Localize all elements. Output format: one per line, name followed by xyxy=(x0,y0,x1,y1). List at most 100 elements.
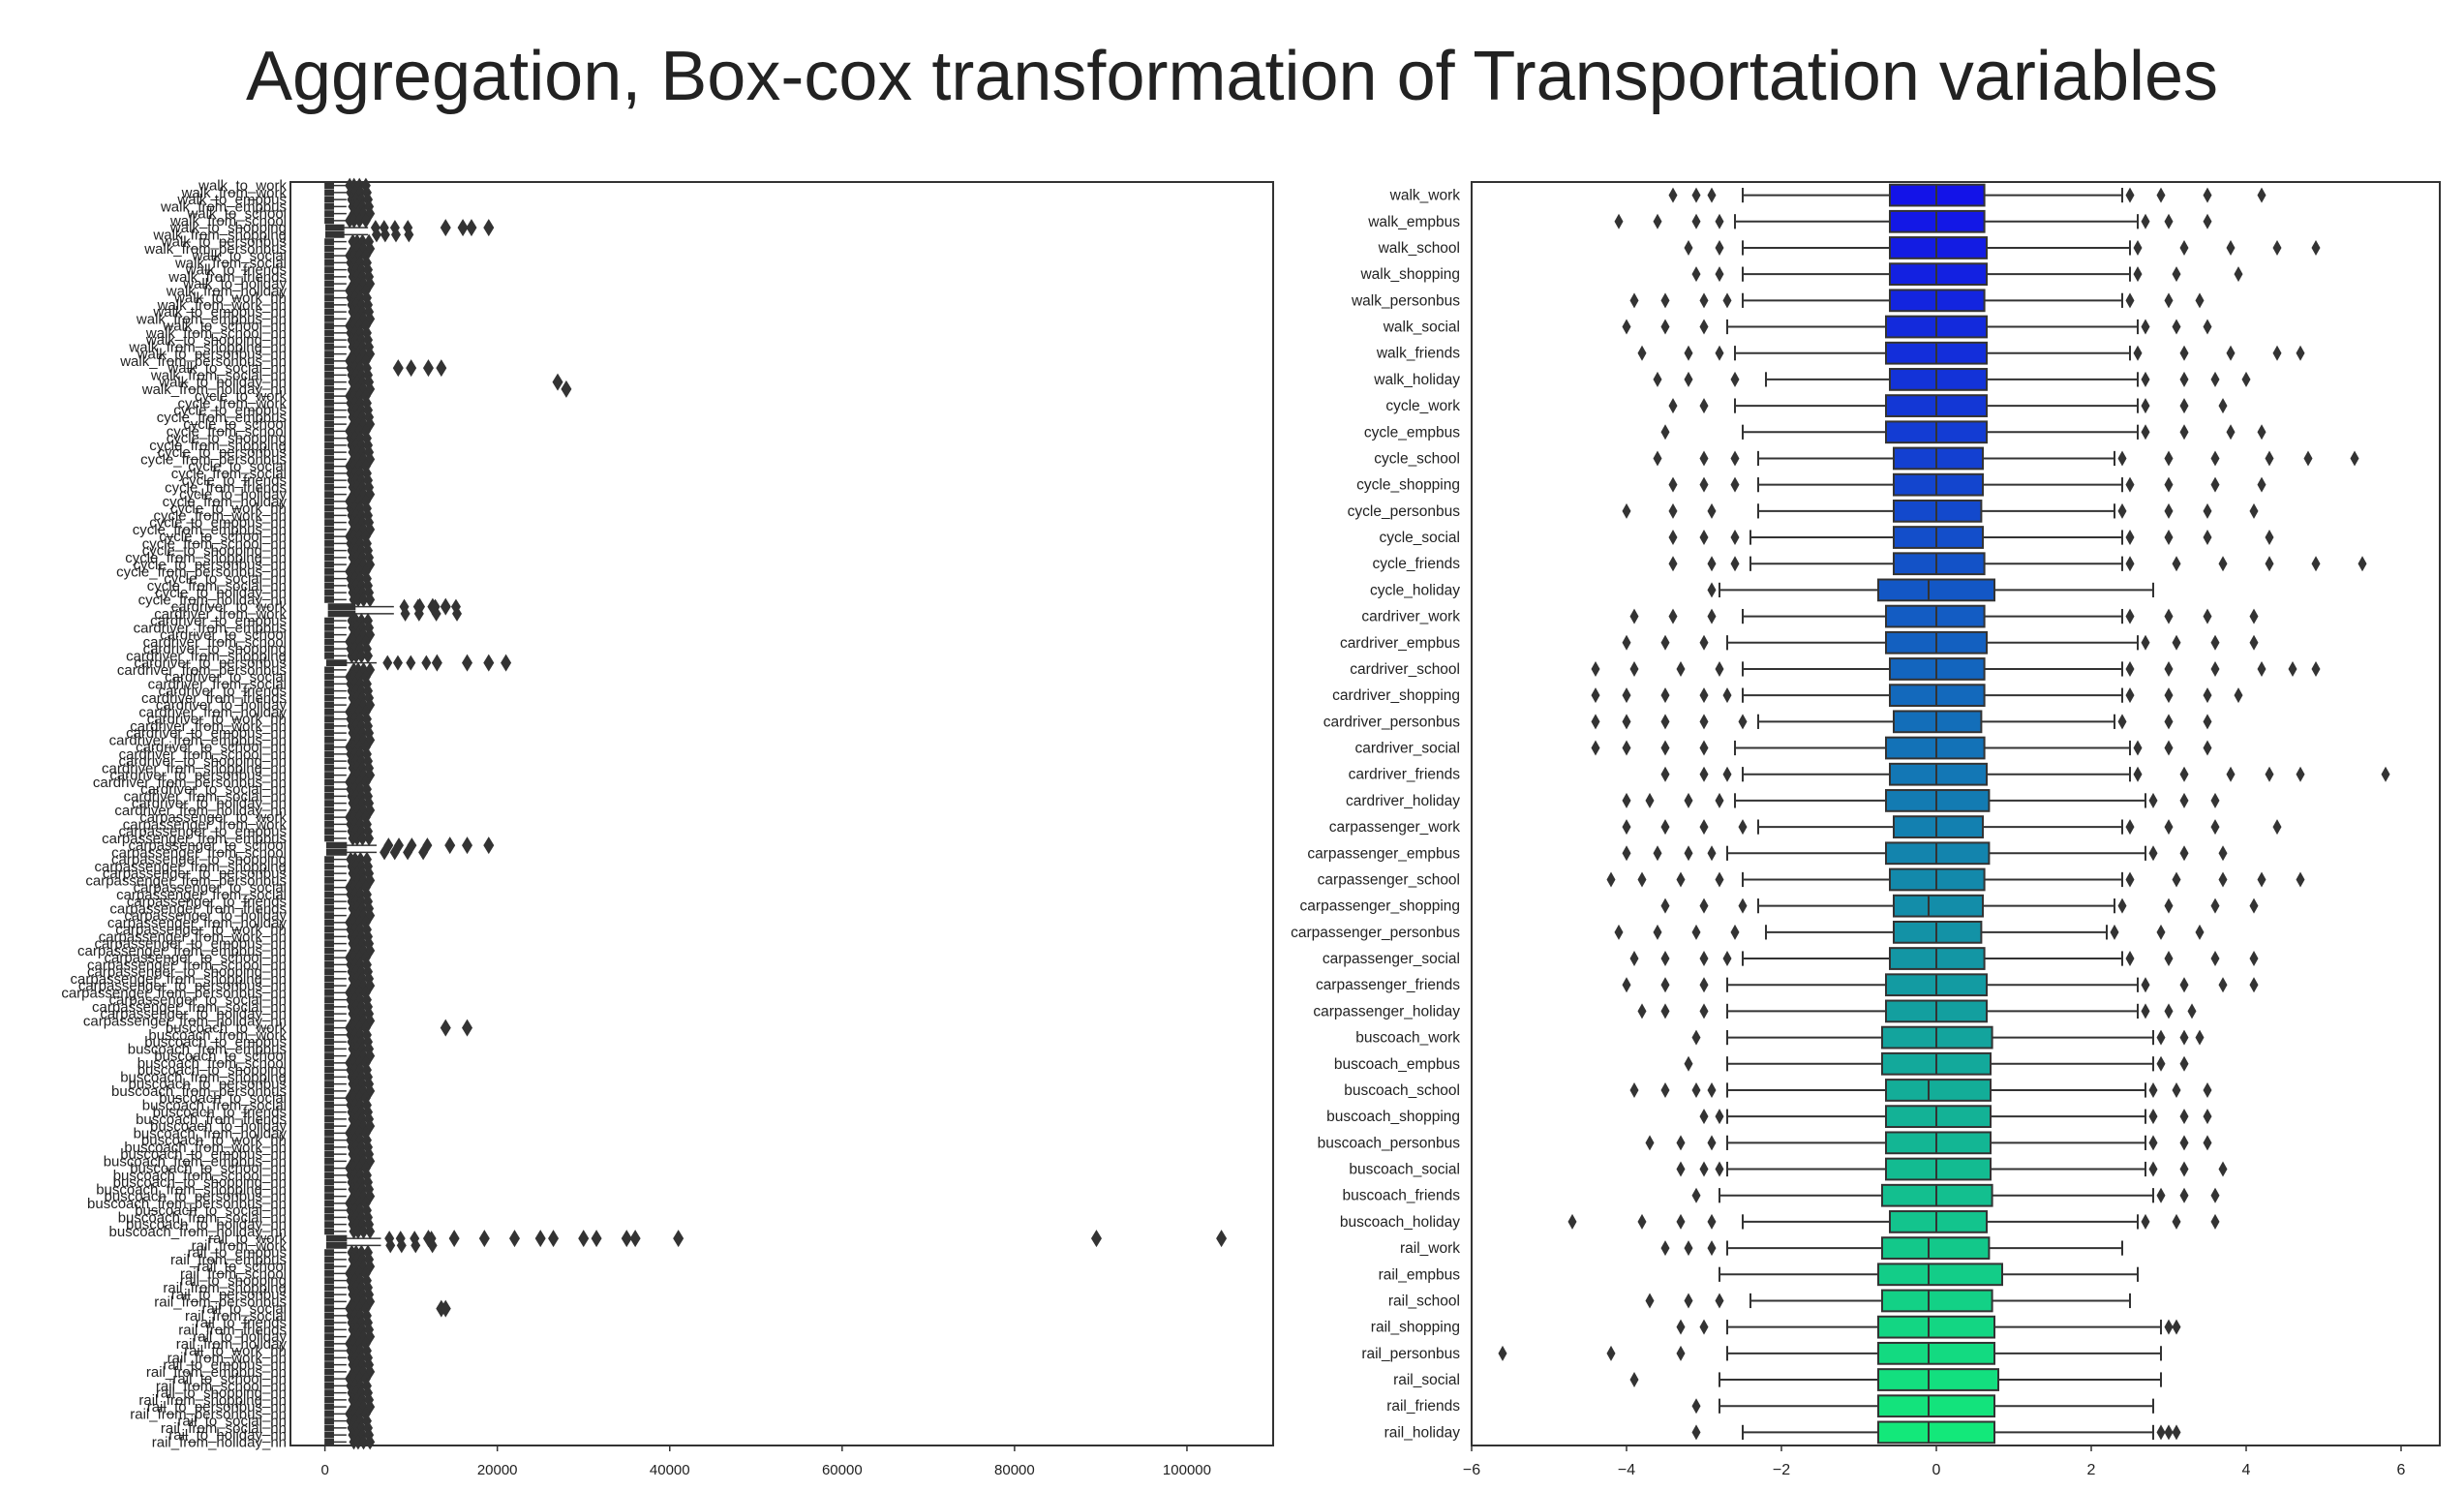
left-box xyxy=(324,1193,335,1201)
left-y-tick-label: carpassenger_to_social xyxy=(134,880,287,897)
left-box xyxy=(324,1263,335,1270)
left-box xyxy=(324,757,335,765)
left-y-tick-label: rail_to_shopping_hh xyxy=(156,1385,287,1402)
right-y-tick-label: cycle_school xyxy=(1374,450,1460,467)
right-outlier xyxy=(1653,213,1662,229)
right-outlier xyxy=(2249,898,2259,914)
right-outlier xyxy=(2125,819,2135,836)
right-outlier xyxy=(2226,239,2236,256)
right-outlier xyxy=(2164,898,2174,914)
left-outlier xyxy=(1216,1230,1228,1248)
right-box xyxy=(1877,1394,1995,1418)
right-outlier xyxy=(1684,345,1693,361)
right-outlier xyxy=(2210,792,2220,808)
right-outlier xyxy=(1622,634,1631,651)
left-outlier xyxy=(591,1230,602,1248)
right-outlier xyxy=(1691,1081,1701,1098)
left-y-tick-label: cycle_from_work xyxy=(177,395,287,411)
right-outlier xyxy=(1715,792,1724,808)
right-box xyxy=(1881,1236,1991,1260)
left-y-tick-label: rail_from_holiday_hh xyxy=(152,1434,287,1450)
left-box xyxy=(324,407,335,414)
left-outlier xyxy=(413,605,424,622)
right-outlier xyxy=(2179,1109,2189,1125)
left-box xyxy=(324,582,335,590)
left-box xyxy=(324,1375,335,1383)
left-box xyxy=(324,1157,335,1165)
left-y-tick-label: buscoach_from_empbus_hh xyxy=(104,1153,287,1170)
right-y-tick-label: cycle_shopping xyxy=(1356,477,1460,494)
right-outlier xyxy=(1684,792,1693,808)
right-outlier xyxy=(1676,1345,1686,1361)
right-outlier xyxy=(1722,687,1732,704)
right-outlier xyxy=(1707,502,1717,519)
right-x-tick-label: −2 xyxy=(1773,1462,1790,1478)
left-outlier xyxy=(501,654,512,672)
left-box xyxy=(324,1024,335,1032)
right-outlier xyxy=(2164,292,2174,309)
left-outlier xyxy=(389,844,400,861)
right-box xyxy=(1893,499,1983,523)
left-y-tick-label: cycle_from_friends xyxy=(165,479,287,496)
right-outlier xyxy=(2218,977,2228,993)
right-outlier xyxy=(2296,871,2305,888)
right-outlier xyxy=(2164,951,2174,967)
left-outlier xyxy=(561,380,572,398)
left-outlier xyxy=(365,1223,376,1239)
left-y-tick-label: carpassenger_from_personbus xyxy=(85,872,287,889)
left-box xyxy=(324,413,335,421)
right-outlier xyxy=(2210,1187,2220,1203)
left-outlier xyxy=(440,1019,451,1037)
right-outlier xyxy=(1660,424,1670,441)
right-outlier xyxy=(1699,714,1709,730)
left-y-tick-label: walk_from_work xyxy=(181,185,288,201)
right-y-tick-label: walk_social xyxy=(1383,320,1460,336)
right-y-tick-label: carpassenger_holiday xyxy=(1313,1003,1460,1019)
left-box xyxy=(324,189,335,197)
left-box xyxy=(324,1368,335,1376)
right-outlier xyxy=(2210,951,2220,967)
left-box xyxy=(324,1017,335,1024)
right-outlier xyxy=(2179,239,2189,256)
left-y-tick-label: carpassenger_to_holiday_hh xyxy=(100,1006,287,1022)
left-outlier xyxy=(436,359,447,378)
right-outlier xyxy=(1676,660,1686,677)
left-box xyxy=(324,1431,335,1439)
right-outlier xyxy=(2125,687,2135,704)
left-box xyxy=(324,280,335,288)
right-outlier xyxy=(1622,792,1631,808)
right-outlier xyxy=(2257,476,2266,493)
left-box xyxy=(324,989,335,996)
left-y-tick-label: carpassenger_to_personbus xyxy=(103,866,287,882)
right-outlier xyxy=(2164,213,2174,229)
left-box xyxy=(324,772,335,779)
right-outlier xyxy=(2172,319,2181,335)
right-outlier xyxy=(2125,187,2135,203)
left-y-tick-label: cardriver_from_shopping_hh xyxy=(102,760,287,776)
left-outlier xyxy=(421,654,432,671)
left-outlier xyxy=(406,359,417,378)
left-outlier xyxy=(350,648,361,664)
left-y-tick-label: buscoach_from_holiday_hh xyxy=(109,1224,287,1240)
right-outlier xyxy=(1660,1240,1670,1257)
right-outlier xyxy=(2125,608,2135,624)
left-y-tick-label: buscoach_from_social_hh xyxy=(118,1209,287,1226)
left-y-tick-label: cycle_from_personbus xyxy=(140,451,287,468)
left-outlier xyxy=(364,830,375,846)
left-box xyxy=(324,1389,335,1397)
right-outlier xyxy=(1668,187,1678,203)
right-box xyxy=(1885,1079,1992,1102)
right-outlier xyxy=(2249,608,2259,624)
left-box xyxy=(324,778,335,786)
left-y-tick-label: carpassenger_to_school xyxy=(129,837,287,854)
left-box xyxy=(324,652,335,659)
right-outlier xyxy=(2179,845,2189,862)
left-box xyxy=(324,266,335,274)
right-outlier xyxy=(1691,924,1701,940)
right-outlier xyxy=(1699,450,1709,467)
right-outlier xyxy=(2179,977,2189,993)
right-box xyxy=(1885,736,1986,760)
right-outlier xyxy=(1629,660,1639,677)
left-box xyxy=(324,680,335,687)
left-y-tick-label: walk_from_friends xyxy=(167,269,287,286)
